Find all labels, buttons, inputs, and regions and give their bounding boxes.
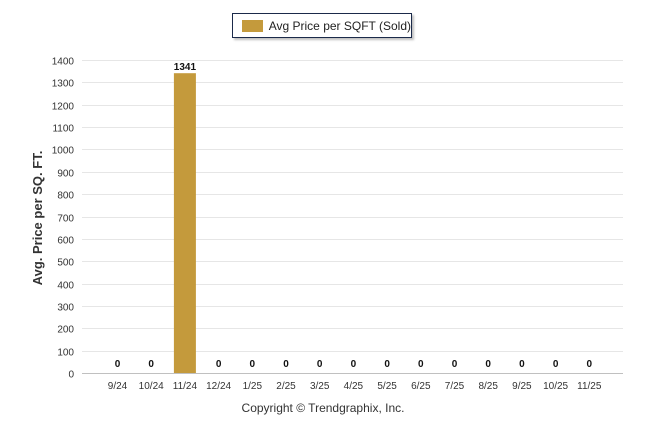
y-tick-label: 100 [57,348,74,359]
x-tick-label: 11/25 [577,381,602,392]
data-label: 0 [384,359,390,370]
data-label: 0 [519,359,525,370]
y-tick-label: 200 [57,325,74,336]
data-label: 0 [418,359,424,370]
x-tick-label: 5/25 [377,381,397,392]
x-tick-label: 4/25 [344,381,364,392]
y-tick-label: 300 [57,303,74,314]
x-tick-label: 7/25 [445,381,465,392]
y-tick-label: 0 [68,370,74,381]
copyright-text: Copyright © Trendgraphix, Inc. [241,401,405,415]
y-tick-label: 700 [57,214,74,225]
data-label: 0 [452,359,458,370]
x-tick-label: 2/25 [276,381,296,392]
y-tick-label: 400 [57,281,74,292]
gridlines [82,60,623,352]
data-label: 0 [317,359,323,370]
legend-swatch [242,19,263,32]
x-tick-label: 9/25 [512,381,532,392]
y-tick-label: 1100 [52,124,74,135]
bars [173,73,196,373]
data-labels: 0 0 1341 0 0 0 0 0 0 0 0 0 0 0 0 [115,62,593,370]
data-label: 0 [351,359,357,370]
x-tick-label: 11/24 [173,381,198,392]
data-label: 0 [283,359,289,370]
y-tick-label: 1000 [52,146,75,157]
x-tick-label: 9/24 [108,381,128,392]
legend-label: Avg Price per SQFT (Sold) [268,18,411,33]
bar [173,73,196,373]
y-tick-label: 1300 [52,79,75,90]
tick-labels: 0 100 200 300 400 500 600 700 800 900 1000 1100 1200… [52,57,602,393]
y-tick-label: 1200 [52,102,75,113]
x-tick-label: 10/25 [543,381,568,392]
data-label: 0 [485,359,491,370]
x-tick-label: 3/25 [310,381,330,392]
y-tick-label: 900 [57,169,74,180]
data-label: 0 [216,359,222,370]
y-tick-label: 1400 [52,57,75,68]
data-label: 1341 [174,62,197,73]
x-tick-label: 10/24 [139,381,164,392]
x-tick-label: 6/25 [411,381,431,392]
x-tick-label: 8/25 [478,381,498,392]
x-tick-label: 1/25 [243,381,263,392]
chart-legend: Avg Price per SQFT (Sold) [232,13,412,38]
data-label: 0 [587,359,593,370]
data-label: 0 [148,359,154,370]
data-label: 0 [250,359,256,370]
y-tick-label: 800 [57,191,74,202]
y-tick-label: 600 [57,236,74,247]
data-label: 0 [553,359,559,370]
y-axis-title: Avg. Price per SQ. FT. [30,151,45,286]
data-label: 0 [115,359,121,370]
y-tick-label: 500 [57,258,74,269]
x-tick-label: 12/24 [206,381,231,392]
